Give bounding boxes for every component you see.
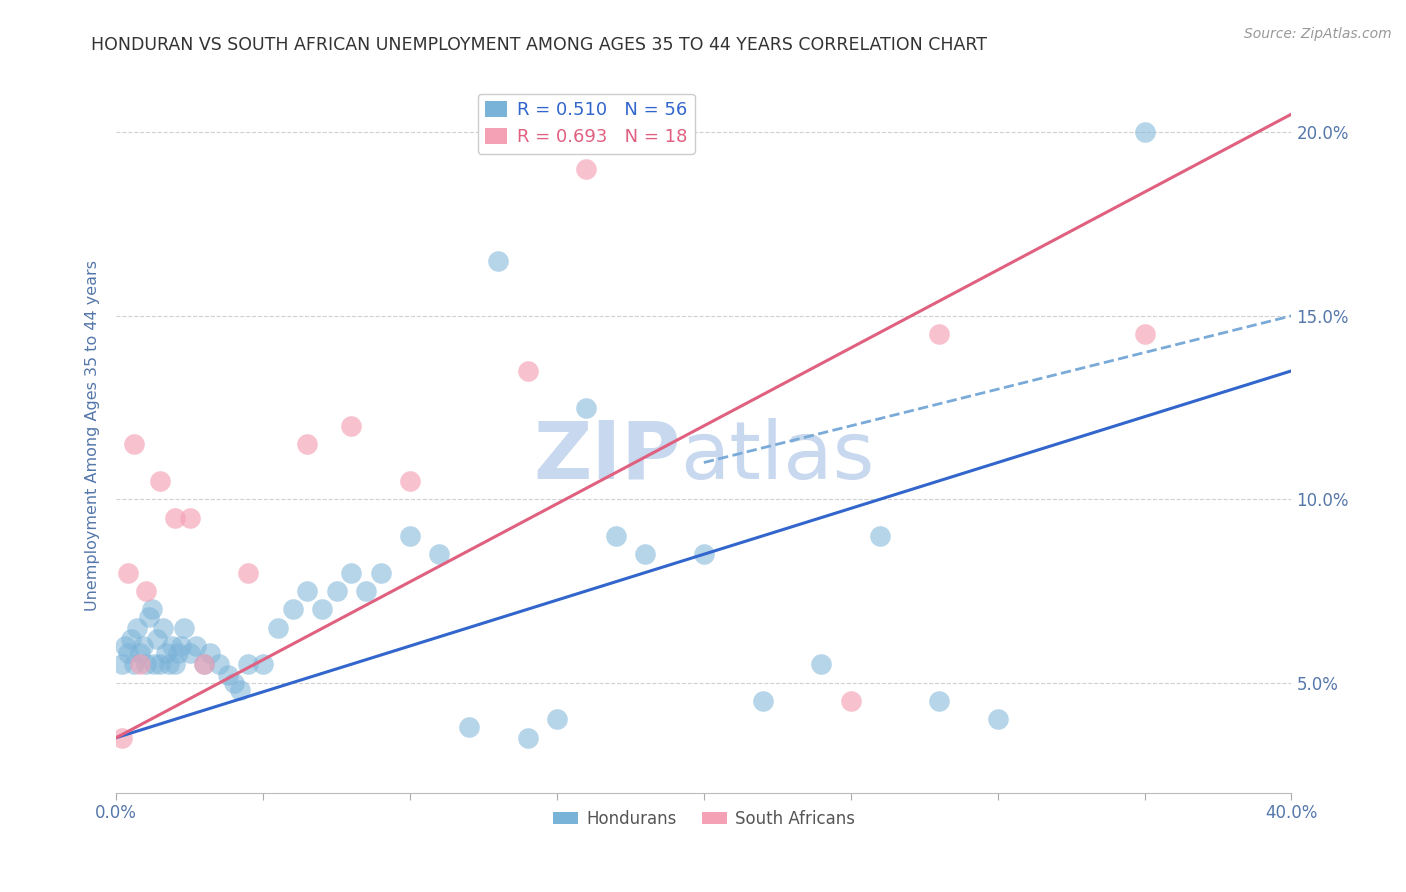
Point	[928, 694, 950, 708]
Point	[122, 657, 145, 672]
Point	[111, 657, 134, 672]
Point	[634, 547, 657, 561]
Text: ZIP: ZIP	[533, 417, 681, 495]
Legend: Hondurans, South Africans: Hondurans, South Africans	[546, 803, 862, 834]
Point	[163, 657, 186, 672]
Point	[457, 720, 479, 734]
Point	[238, 657, 260, 672]
Point	[1133, 327, 1156, 342]
Point	[228, 682, 250, 697]
Point	[200, 646, 222, 660]
Point	[155, 646, 177, 660]
Point	[1133, 125, 1156, 139]
Point	[149, 474, 172, 488]
Point	[340, 418, 363, 433]
Point	[605, 529, 627, 543]
Point	[152, 621, 174, 635]
Point	[179, 510, 201, 524]
Point	[987, 712, 1010, 726]
Point	[163, 510, 186, 524]
Point	[208, 657, 231, 672]
Point	[399, 529, 422, 543]
Point	[122, 437, 145, 451]
Point	[693, 547, 716, 561]
Point	[217, 668, 239, 682]
Text: Source: ZipAtlas.com: Source: ZipAtlas.com	[1244, 27, 1392, 41]
Point	[297, 583, 319, 598]
Point	[125, 621, 148, 635]
Text: HONDURAN VS SOUTH AFRICAN UNEMPLOYMENT AMONG AGES 35 TO 44 YEARS CORRELATION CHA: HONDURAN VS SOUTH AFRICAN UNEMPLOYMENT A…	[91, 36, 987, 54]
Point	[132, 639, 155, 653]
Point	[141, 602, 163, 616]
Point	[297, 437, 319, 451]
Point	[114, 639, 136, 653]
Point	[170, 639, 193, 653]
Point	[399, 474, 422, 488]
Point	[928, 327, 950, 342]
Point	[167, 646, 190, 660]
Point	[810, 657, 832, 672]
Point	[486, 253, 509, 268]
Point	[546, 712, 568, 726]
Point	[354, 583, 377, 598]
Point	[160, 639, 183, 653]
Point	[869, 529, 891, 543]
Point	[135, 657, 157, 672]
Point	[111, 731, 134, 745]
Point	[184, 639, 207, 653]
Point	[340, 566, 363, 580]
Point	[157, 657, 180, 672]
Point	[128, 657, 150, 672]
Point	[281, 602, 304, 616]
Point	[146, 632, 169, 646]
Point	[429, 547, 451, 561]
Point	[325, 583, 347, 598]
Y-axis label: Unemployment Among Ages 35 to 44 years: Unemployment Among Ages 35 to 44 years	[86, 260, 100, 610]
Text: atlas: atlas	[681, 417, 875, 495]
Point	[117, 566, 139, 580]
Point	[138, 609, 160, 624]
Point	[193, 657, 215, 672]
Point	[516, 364, 538, 378]
Point	[252, 657, 274, 672]
Point	[575, 401, 598, 415]
Point	[128, 646, 150, 660]
Point	[222, 675, 245, 690]
Point	[238, 566, 260, 580]
Point	[135, 583, 157, 598]
Point	[267, 621, 290, 635]
Point	[311, 602, 333, 616]
Point	[179, 646, 201, 660]
Point	[516, 731, 538, 745]
Point	[143, 657, 166, 672]
Point	[149, 657, 172, 672]
Point	[173, 621, 195, 635]
Point	[839, 694, 862, 708]
Point	[370, 566, 392, 580]
Point	[117, 646, 139, 660]
Point	[575, 162, 598, 177]
Point	[751, 694, 773, 708]
Point	[193, 657, 215, 672]
Point	[120, 632, 142, 646]
